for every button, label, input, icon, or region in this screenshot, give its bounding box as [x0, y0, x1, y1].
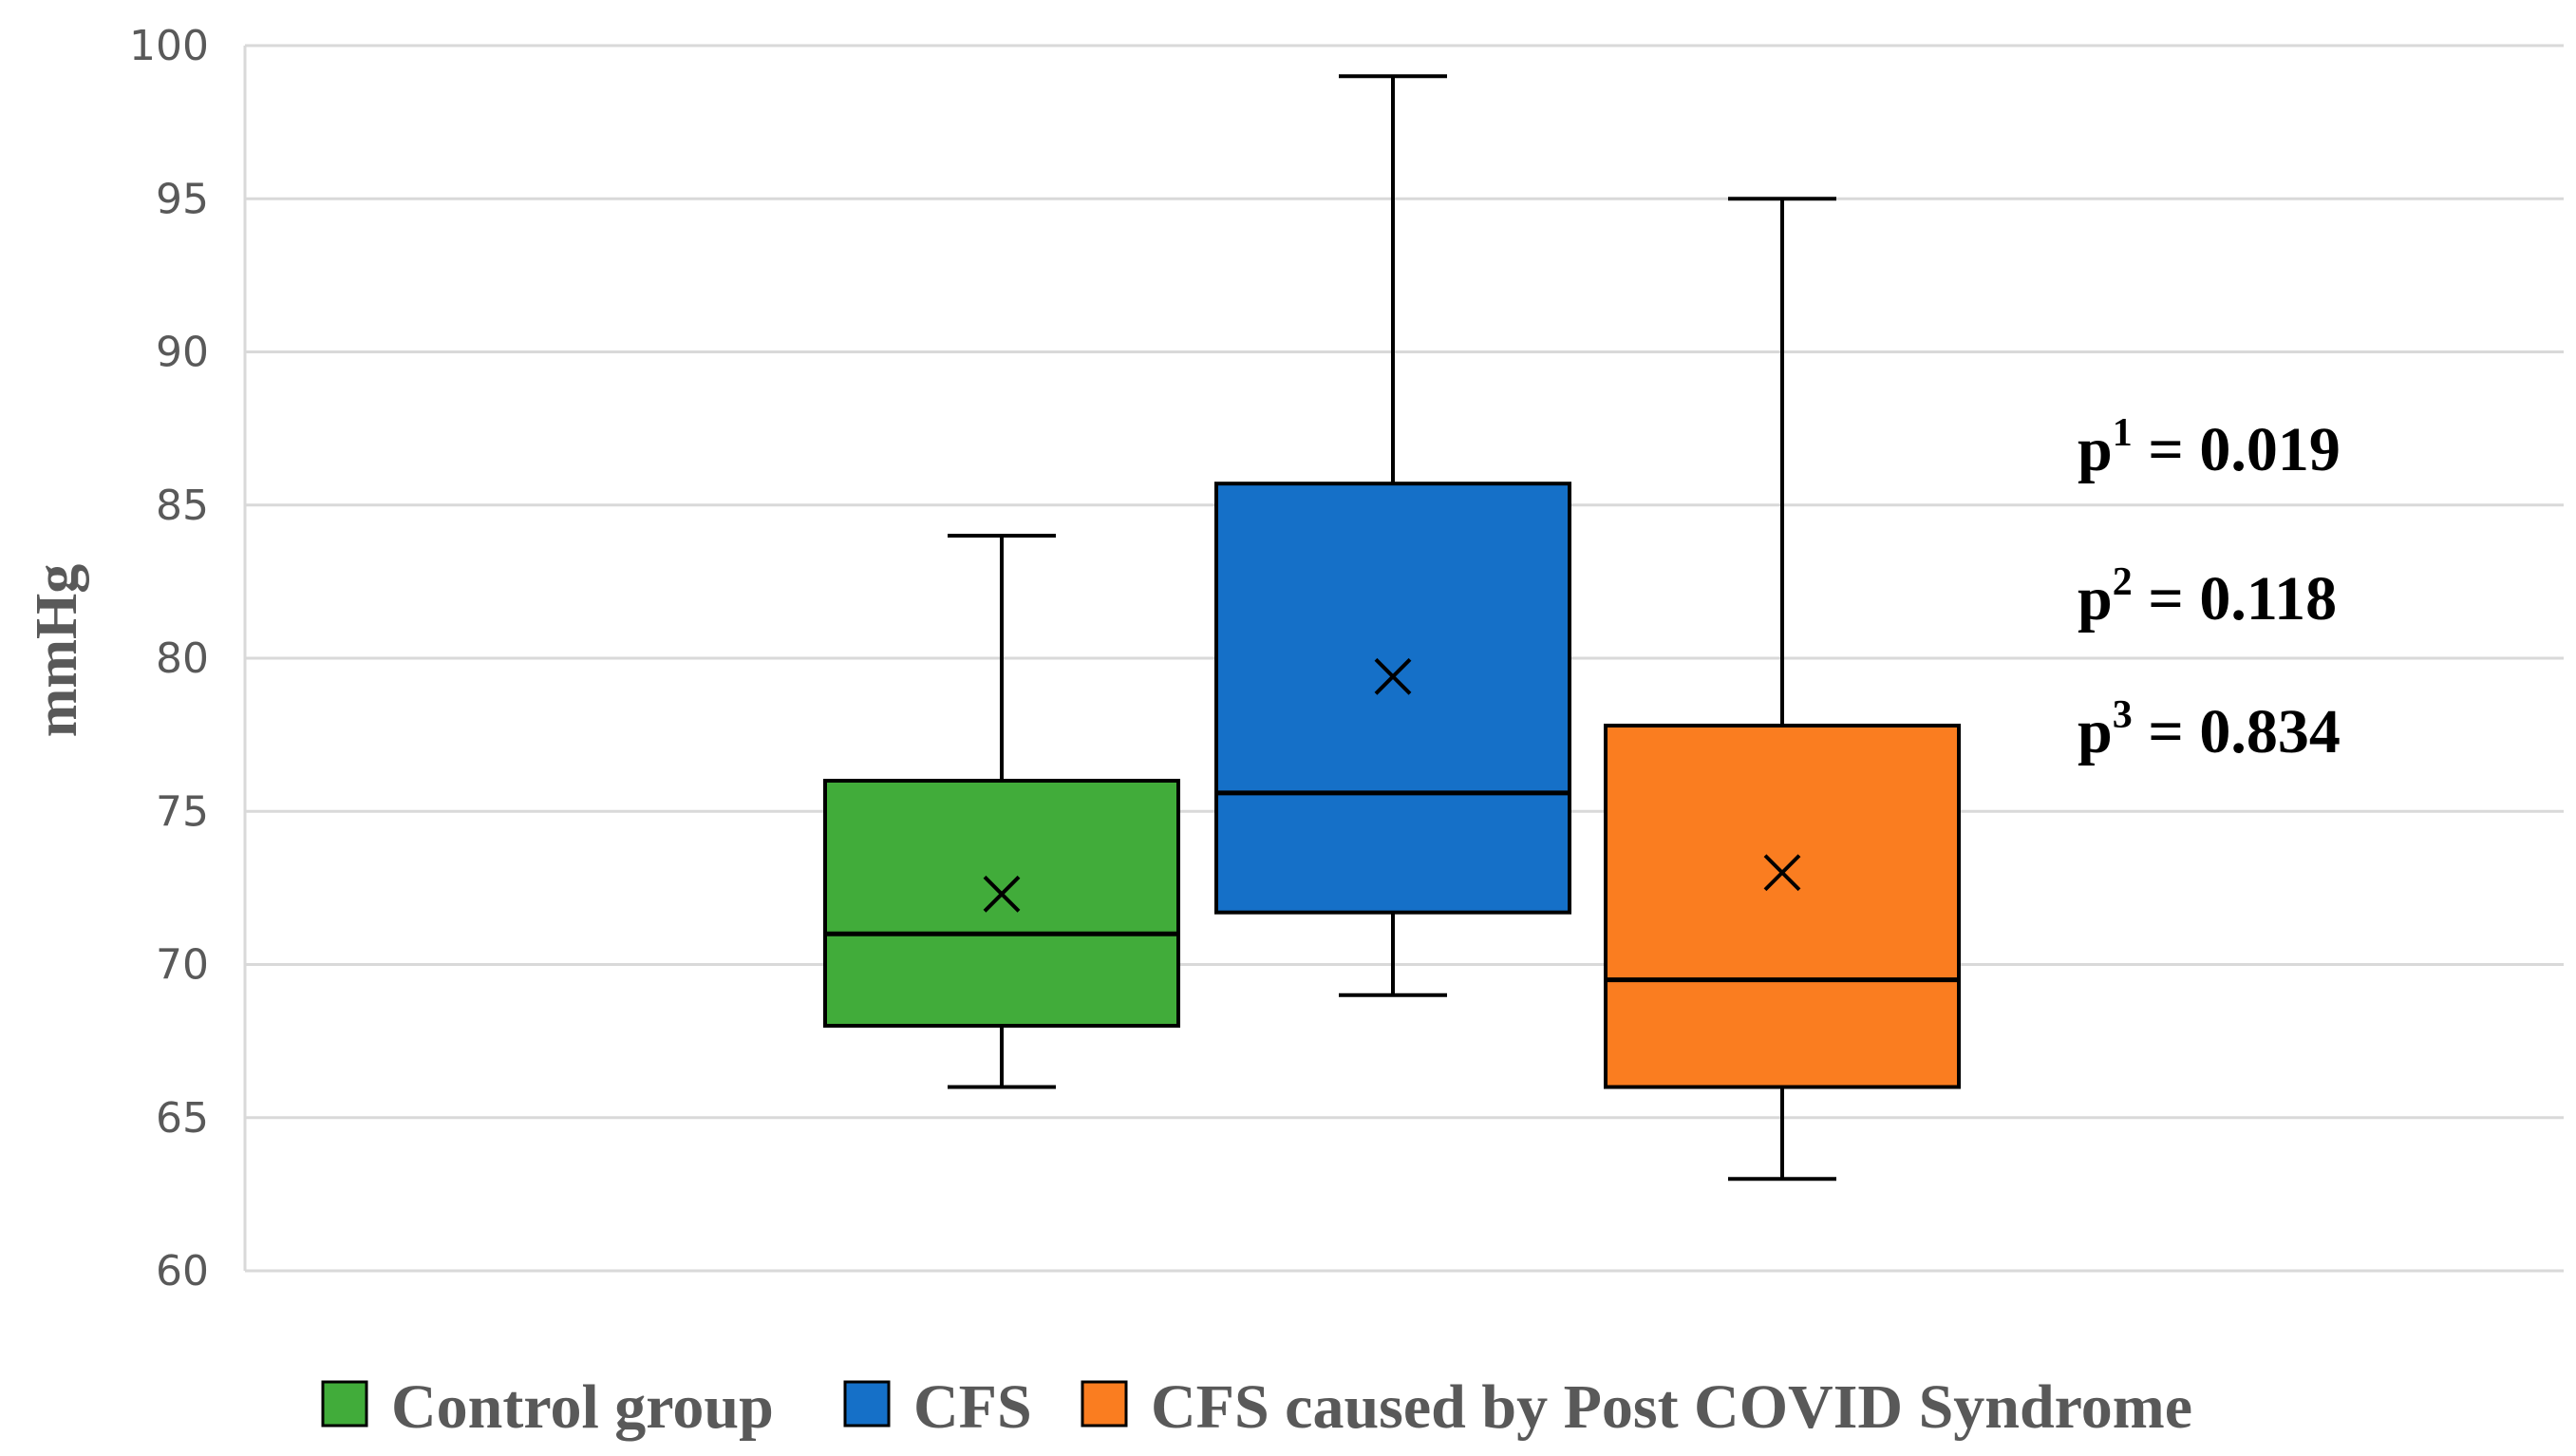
legend: Control group CFS CFS caused by Post COVID…	[321, 1372, 2192, 1442]
p-value-1: p1 = 0.019	[2078, 411, 2341, 484]
iqr-box	[1604, 723, 1961, 1089]
y-tick-label-90: 90	[156, 329, 209, 377]
y-tick-label-100: 100	[129, 22, 209, 70]
y-tick-label-95: 95	[156, 175, 209, 223]
legend-swatch-1	[321, 1380, 368, 1428]
p-value-text: = 0.118	[2133, 564, 2337, 633]
y-axis-title: mmHg	[25, 564, 89, 738]
y-tick-label-65: 65	[156, 1094, 209, 1143]
legend-swatch-2	[843, 1380, 891, 1428]
mean-marker	[1374, 657, 1412, 695]
y-tick-label-80: 80	[156, 634, 209, 683]
p-value-text: = 0.019	[2133, 415, 2341, 484]
mean-marker-stroke-b	[1374, 657, 1412, 695]
iqr-box	[823, 779, 1180, 1028]
box-2	[1214, 74, 1571, 997]
p-value-superscript: 1	[2113, 411, 2133, 455]
mean-marker-stroke-b	[983, 875, 1021, 913]
p-value-base: p	[2078, 564, 2113, 633]
p-value-2: p2 = 0.118	[2078, 560, 2337, 633]
legend-label-2: CFS	[913, 1372, 1032, 1442]
legend-label-3: CFS caused by Post COVID Syndrome	[1151, 1372, 2192, 1442]
mean-marker	[1763, 854, 1801, 892]
y-tick-label-75: 75	[156, 787, 209, 836]
y-tick-label-85: 85	[156, 482, 209, 530]
p-value-3: p3 = 0.834	[2078, 693, 2341, 766]
p-value-base: p	[2078, 415, 2113, 484]
box-1	[823, 534, 1180, 1089]
p-value-text: = 0.834	[2133, 697, 2341, 766]
legend-label-1: Control group	[391, 1372, 774, 1442]
y-tick-label-70: 70	[156, 941, 209, 990]
y-tick-label-60: 60	[156, 1247, 209, 1295]
legend-swatch-3	[1081, 1380, 1128, 1428]
p-value-base: p	[2078, 697, 2113, 766]
mean-marker-stroke-b	[1763, 854, 1801, 892]
mean-marker	[983, 875, 1021, 913]
y-axis: 60 65 70 75 80 85 90 95 100	[129, 22, 247, 1295]
iqr-box	[1214, 482, 1571, 915]
p-value-superscript: 2	[2113, 560, 2133, 604]
p-value-superscript: 3	[2113, 693, 2133, 737]
boxes	[823, 74, 1961, 1182]
box-3	[1604, 197, 1961, 1182]
